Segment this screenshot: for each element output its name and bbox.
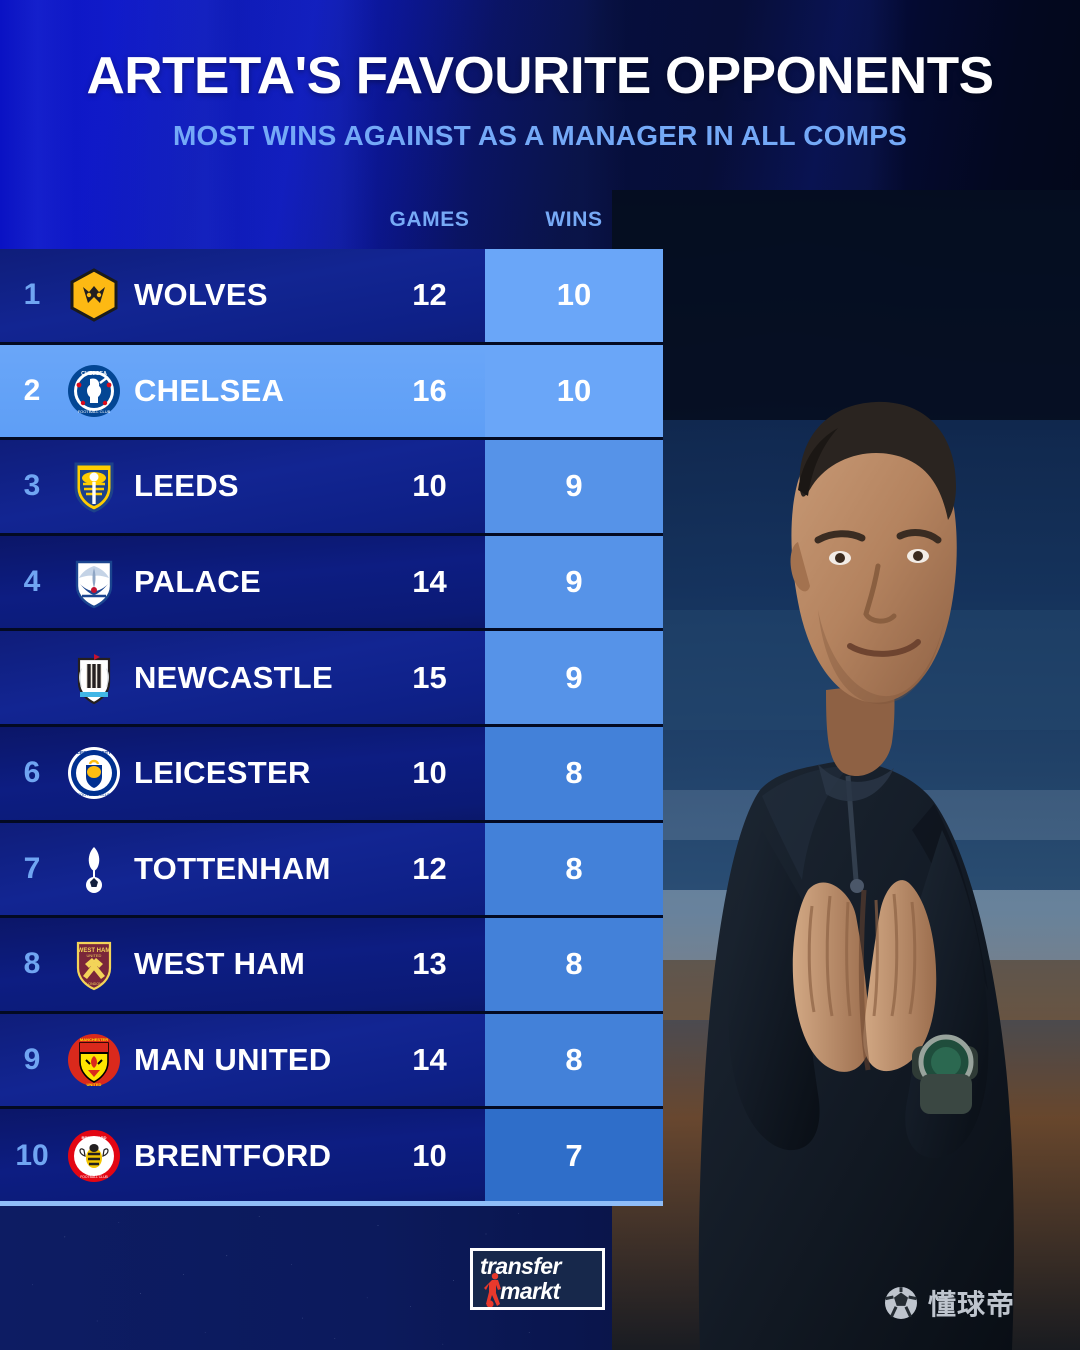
table-row: 8 6 LEICESTER CITY FOOTBALL CLUB LEICEST… bbox=[0, 726, 663, 823]
svg-text:UNITED: UNITED bbox=[87, 953, 102, 958]
table-row: 10 1 WOLVES 12 bbox=[0, 249, 663, 345]
table-row: 9 NEWCASTLE 15 bbox=[0, 631, 663, 727]
watermark: 懂球帝 bbox=[884, 1283, 1015, 1323]
football-icon bbox=[885, 1287, 917, 1319]
row-rank: 9 bbox=[23, 1043, 41, 1077]
row-wins-cell: 8 bbox=[485, 822, 663, 916]
svg-text:FOOTBALL CLUB: FOOTBALL CLUB bbox=[80, 1175, 108, 1179]
transfermarkt-player-icon bbox=[484, 1273, 501, 1307]
row-rank: 1 bbox=[23, 278, 41, 312]
row-games-value: 14 bbox=[412, 564, 447, 600]
table-bottom-rule bbox=[0, 1201, 663, 1206]
row-rank bbox=[0, 631, 64, 724]
page-subtitle: MOST WINS AGAINST AS A MANAGER IN ALL CO… bbox=[172, 120, 907, 151]
row-wins-cell: 8 bbox=[485, 1013, 663, 1107]
row-wins-cell: 9 bbox=[485, 440, 663, 533]
table-row: 7 10 BRENTFORD FOOTBALL CLUB BRENTFORD 1… bbox=[0, 1109, 663, 1205]
row-team-name: WOLVES bbox=[134, 277, 268, 313]
row-rank: 8 bbox=[23, 947, 41, 981]
tottenham-badge bbox=[66, 841, 122, 897]
row-games-value: 14 bbox=[412, 1042, 447, 1078]
table-row: 8 7 TOTTENHAM 12 bbox=[0, 822, 663, 919]
row-games-value: 10 bbox=[412, 468, 447, 504]
newcastle-badge bbox=[66, 650, 122, 706]
table-column-headers: GAMES WINS bbox=[0, 208, 663, 242]
leeds-badge bbox=[66, 458, 122, 514]
wristwatch bbox=[912, 1034, 978, 1114]
brentford-badge: BRENTFORD FOOTBALL CLUB bbox=[66, 1128, 122, 1184]
row-team-name: PALACE bbox=[134, 564, 261, 600]
svg-text:CHELSEA: CHELSEA bbox=[81, 371, 107, 377]
table-row: 8 8 WEST HAM UNITED LONDON WEST HAM 13 bbox=[0, 918, 663, 1014]
svg-text:LEICESTER CITY: LEICESTER CITY bbox=[77, 750, 111, 755]
row-games-value: 10 bbox=[412, 755, 447, 791]
row-games-value: 10 bbox=[412, 1137, 447, 1173]
row-team-name: BRENTFORD bbox=[134, 1137, 332, 1173]
svg-text:LONDON: LONDON bbox=[86, 982, 102, 986]
row-games-value: 15 bbox=[412, 659, 447, 695]
row-team-name: TOTTENHAM bbox=[134, 850, 331, 886]
row-team-name: NEWCASTLE bbox=[134, 659, 334, 695]
svg-text:FOOTBALL CLUB: FOOTBALL CLUB bbox=[78, 409, 111, 414]
wolves-badge bbox=[66, 267, 122, 323]
header: ARTETA'S FAVOURITE OPPONENTS MOST WINS A… bbox=[0, 46, 1080, 152]
row-wins-cell: 9 bbox=[485, 631, 663, 724]
row-rank: 6 bbox=[23, 756, 41, 790]
row-team-name: MAN UNITED bbox=[134, 1042, 332, 1078]
row-wins-cell: 7 bbox=[485, 1109, 663, 1202]
leicester-badge: LEICESTER CITY FOOTBALL CLUB bbox=[66, 745, 122, 801]
westham-badge: WEST HAM UNITED LONDON bbox=[66, 936, 122, 992]
svg-text:FOOTBALL CLUB: FOOTBALL CLUB bbox=[78, 792, 111, 797]
row-wins-cell: 9 bbox=[485, 535, 663, 629]
arteta-photo bbox=[612, 190, 1080, 1350]
row-games-value: 12 bbox=[412, 850, 447, 886]
column-header-games: GAMES bbox=[389, 208, 470, 231]
table-row: 9 4 PALACE 14 bbox=[0, 535, 663, 632]
row-team-name: WEST HAM bbox=[134, 946, 306, 982]
row-games-value: 13 bbox=[412, 946, 447, 982]
row-rank: 7 bbox=[23, 851, 41, 885]
page-title: ARTETA'S FAVOURITE OPPONENTS bbox=[86, 47, 994, 105]
row-team-name: LEICESTER bbox=[134, 755, 311, 791]
table-row: 8 9 MANCHESTER UNITED MAN UNITED 14 bbox=[0, 1013, 663, 1110]
row-wins-cell: 10 bbox=[485, 344, 663, 438]
palace-badge bbox=[66, 554, 122, 610]
watermark-text: 懂球帝 bbox=[928, 1289, 1016, 1320]
row-team-name: LEEDS bbox=[134, 468, 239, 504]
row-rank: 4 bbox=[23, 565, 41, 599]
svg-text:MANCHESTER: MANCHESTER bbox=[80, 1037, 108, 1042]
manunited-badge: MANCHESTER UNITED bbox=[66, 1032, 122, 1088]
row-wins-cell: 8 bbox=[485, 726, 663, 820]
row-wins-cell: 8 bbox=[485, 918, 663, 1011]
row-team-name: CHELSEA bbox=[134, 372, 285, 408]
svg-text:BRENTFORD: BRENTFORD bbox=[81, 1135, 106, 1140]
row-games-value: 16 bbox=[412, 372, 447, 408]
chelsea-badge: CHELSEA FOOTBALL CLUB bbox=[66, 363, 122, 419]
svg-text:UNITED: UNITED bbox=[87, 1082, 102, 1087]
row-rank: 2 bbox=[23, 373, 41, 407]
svg-text:WEST HAM: WEST HAM bbox=[78, 948, 111, 954]
row-rank: 3 bbox=[23, 469, 41, 503]
transfermarkt-logo: transfer markt bbox=[470, 1248, 605, 1310]
ranking-table: 10 1 WOLVES 12 10 2 CHELSEA FOOTBALL CLU… bbox=[0, 249, 663, 1205]
row-rank: 10 bbox=[15, 1138, 49, 1172]
column-header-wins: WINS bbox=[545, 208, 603, 231]
table-row: 9 3 LEEDS 10 bbox=[0, 440, 663, 536]
row-wins-cell: 10 bbox=[485, 249, 663, 342]
row-games-value: 12 bbox=[412, 277, 447, 313]
table-row: 10 2 CHELSEA FOOTBALL CLUB CHELSEA 16 bbox=[0, 344, 663, 441]
